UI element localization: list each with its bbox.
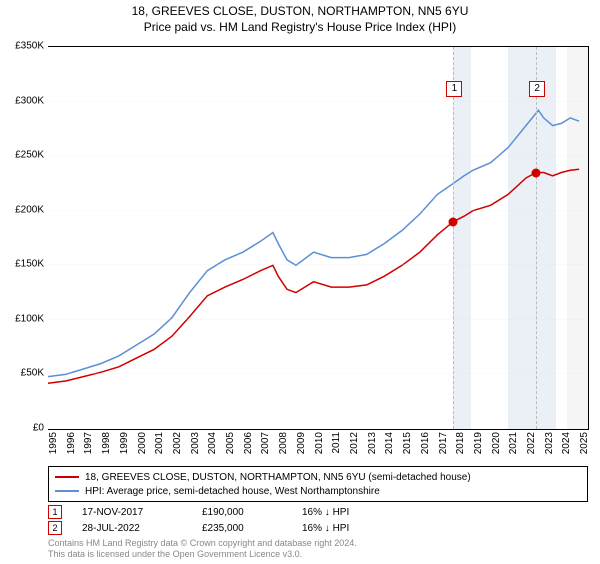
footer-line-1: Contains HM Land Registry data © Crown c… xyxy=(48,538,588,549)
legend-label: HPI: Average price, semi-detached house,… xyxy=(85,486,380,497)
sale-marker-box: 2 xyxy=(529,81,545,97)
footer-attribution: Contains HM Land Registry data © Crown c… xyxy=(48,538,588,560)
y-tick-label: £300K xyxy=(15,95,44,106)
y-tick-label: £200K xyxy=(15,204,44,215)
sale-marker-box: 1 xyxy=(446,81,462,97)
sale-number-box: 2 xyxy=(48,521,62,535)
y-tick-label: £100K xyxy=(15,313,44,324)
sale-row: 2 28-JUL-2022 £235,000 16% ↓ HPI xyxy=(48,520,588,536)
sale-vline xyxy=(453,47,454,429)
gridline xyxy=(48,210,588,211)
chart-svg xyxy=(48,47,588,429)
gridline xyxy=(48,264,588,265)
x-axis: 1995199619971998199920002001200220032004… xyxy=(48,428,588,468)
legend-row: HPI: Average price, semi-detached house,… xyxy=(55,484,581,498)
sale-marker-dot xyxy=(449,217,458,226)
legend-row: 18, GREEVES CLOSE, DUSTON, NORTHAMPTON, … xyxy=(55,470,581,484)
series-line-hpi xyxy=(48,110,579,376)
y-tick-label: £350K xyxy=(15,41,44,52)
legend-swatch xyxy=(55,476,79,478)
y-tick-label: £0 xyxy=(33,423,44,434)
chart-subtitle: Price paid vs. HM Land Registry's House … xyxy=(0,20,600,34)
gridline xyxy=(48,155,588,156)
y-axis: £0£50K£100K£150K£200K£250K£300K£350K xyxy=(0,46,48,428)
gridline xyxy=(48,101,588,102)
legend-label: 18, GREEVES CLOSE, DUSTON, NORTHAMPTON, … xyxy=(85,472,471,483)
sale-vline xyxy=(536,47,537,429)
chart-title: 18, GREEVES CLOSE, DUSTON, NORTHAMPTON, … xyxy=(0,4,600,18)
sale-date: 28-JUL-2022 xyxy=(82,523,182,534)
footer-line-2: This data is licensed under the Open Gov… xyxy=(48,549,588,560)
sale-price: £190,000 xyxy=(202,507,282,518)
sales-table: 1 17-NOV-2017 £190,000 16% ↓ HPI 2 28-JUL-202… xyxy=(48,504,588,536)
y-tick-label: £150K xyxy=(15,259,44,270)
legend-box: 18, GREEVES CLOSE, DUSTON, NORTHAMPTON, … xyxy=(48,466,588,502)
x-tick-label: 2025 xyxy=(579,432,600,454)
sale-date: 17-NOV-2017 xyxy=(82,507,182,518)
y-tick-label: £250K xyxy=(15,150,44,161)
sale-row: 1 17-NOV-2017 £190,000 16% ↓ HPI xyxy=(48,504,588,520)
sale-rel-hpi: 16% ↓ HPI xyxy=(302,507,402,518)
gridline xyxy=(48,373,588,374)
sale-number-box: 1 xyxy=(48,505,62,519)
legend-swatch xyxy=(55,490,79,492)
plot-area: 12 xyxy=(48,46,589,430)
sale-rel-hpi: 16% ↓ HPI xyxy=(302,523,402,534)
sale-marker-dot xyxy=(532,168,541,177)
gridline xyxy=(48,319,588,320)
y-tick-label: £50K xyxy=(21,368,44,379)
sale-price: £235,000 xyxy=(202,523,282,534)
